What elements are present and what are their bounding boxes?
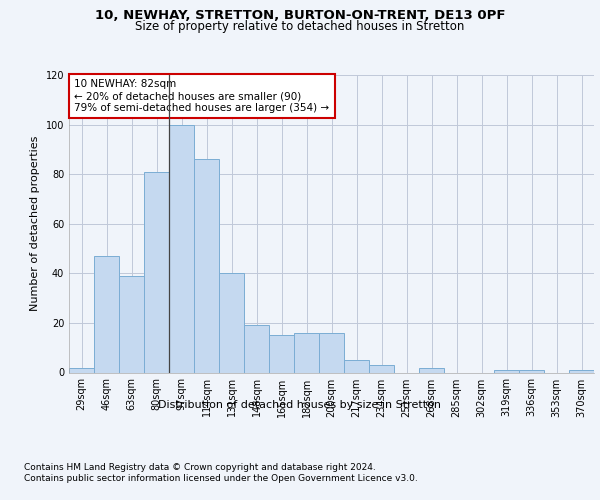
Bar [519,370,544,372]
Bar [494,370,519,372]
Bar [319,333,344,372]
Bar [569,370,594,372]
Bar [294,333,319,372]
Text: 10, NEWHAY, STRETTON, BURTON-ON-TRENT, DE13 0PF: 10, NEWHAY, STRETTON, BURTON-ON-TRENT, D… [95,9,505,22]
Bar [144,172,169,372]
Bar [194,160,219,372]
Bar [244,326,269,372]
Bar [94,256,119,372]
Bar [344,360,369,372]
Bar [419,368,444,372]
Text: Contains public sector information licensed under the Open Government Licence v3: Contains public sector information licen… [24,474,418,483]
Bar [119,276,144,372]
Bar [369,365,394,372]
Bar [69,368,94,372]
Text: Contains HM Land Registry data © Crown copyright and database right 2024.: Contains HM Land Registry data © Crown c… [24,462,376,471]
Y-axis label: Number of detached properties: Number of detached properties [30,136,40,312]
Bar [169,124,194,372]
Text: 10 NEWHAY: 82sqm
← 20% of detached houses are smaller (90)
79% of semi-detached : 10 NEWHAY: 82sqm ← 20% of detached house… [74,80,329,112]
Text: Size of property relative to detached houses in Stretton: Size of property relative to detached ho… [136,20,464,33]
Bar [269,336,294,372]
Bar [219,274,244,372]
Text: Distribution of detached houses by size in Stretton: Distribution of detached houses by size … [158,400,442,410]
